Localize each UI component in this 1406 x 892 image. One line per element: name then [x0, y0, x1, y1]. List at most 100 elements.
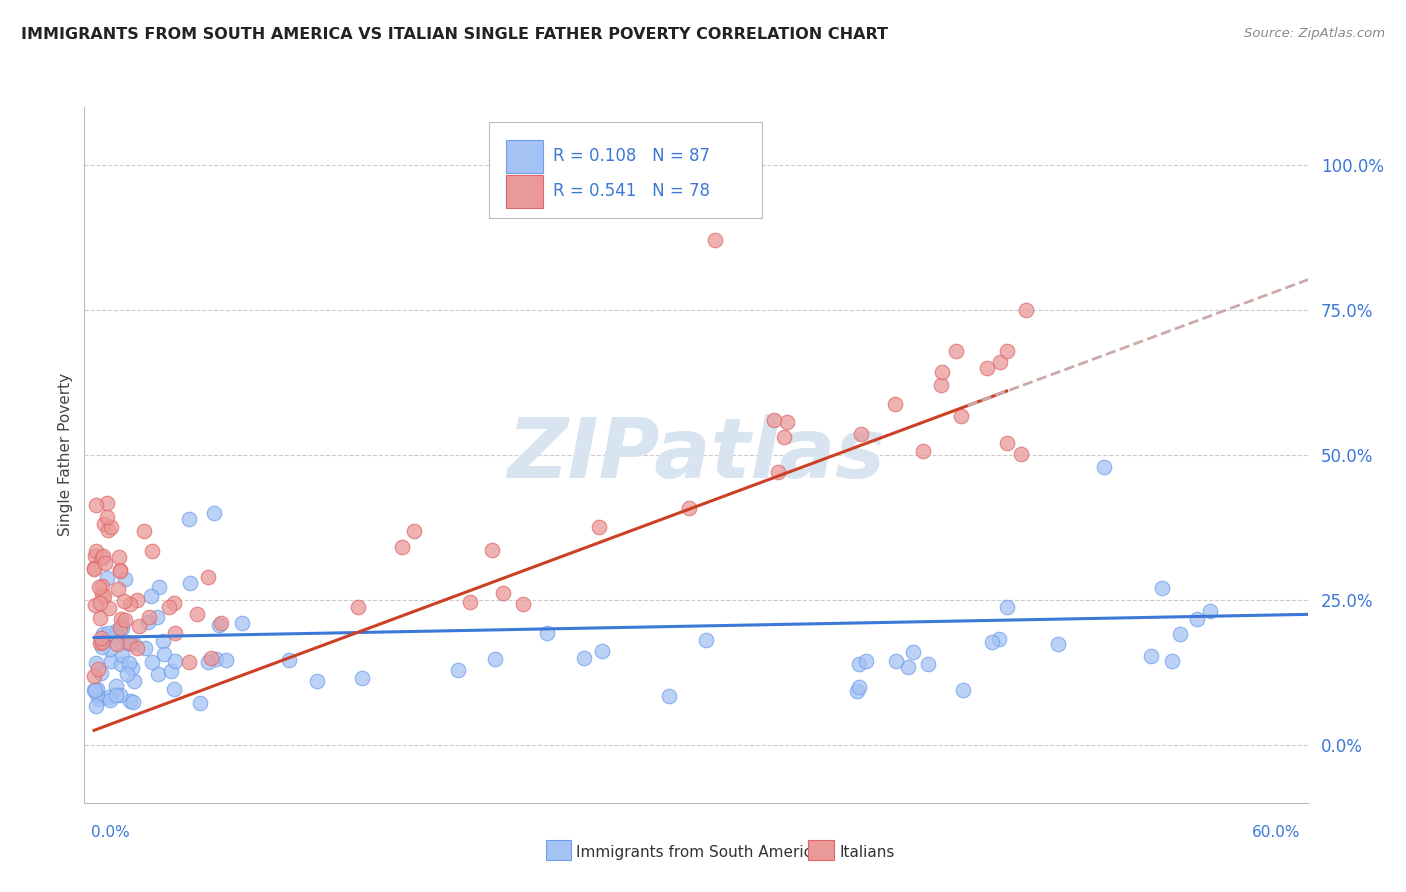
- Point: [1047, 638, 1070, 652]
- Point: [107, 549, 129, 564]
- Point: [96, 571, 118, 585]
- Point: [128, 618, 150, 632]
- Point: [100, 654, 122, 668]
- Point: [90, 587, 112, 601]
- Point: [87, 580, 110, 594]
- Point: [83, 561, 105, 575]
- Point: [1140, 649, 1163, 664]
- Point: [108, 621, 131, 635]
- Point: [120, 694, 142, 708]
- Point: [163, 681, 186, 696]
- Point: [90, 666, 112, 681]
- Point: [165, 654, 187, 668]
- Point: [848, 680, 870, 694]
- Point: [952, 683, 974, 698]
- Point: [96, 509, 118, 524]
- Point: [98, 641, 121, 656]
- Point: [94, 629, 117, 643]
- Point: [848, 657, 870, 671]
- Point: [146, 666, 169, 681]
- Point: [163, 626, 186, 640]
- Point: [97, 626, 120, 640]
- Point: [911, 444, 934, 458]
- Point: [90, 635, 112, 649]
- Point: [100, 519, 122, 533]
- Point: [84, 549, 107, 563]
- Point: [83, 669, 105, 683]
- Point: [995, 600, 1018, 615]
- Point: [104, 679, 127, 693]
- Point: [1161, 654, 1184, 668]
- Point: [97, 601, 120, 615]
- Point: [98, 692, 121, 706]
- FancyBboxPatch shape: [506, 140, 543, 173]
- Point: [141, 589, 163, 603]
- Point: [112, 593, 135, 607]
- Point: [1170, 626, 1192, 640]
- Point: [391, 540, 413, 554]
- Point: [114, 572, 136, 586]
- Point: [492, 586, 515, 600]
- Point: [86, 689, 108, 703]
- Point: [138, 610, 160, 624]
- Point: [157, 600, 180, 615]
- Point: [108, 563, 131, 577]
- Point: [536, 626, 558, 640]
- Point: [179, 575, 201, 590]
- Point: [447, 664, 470, 678]
- Point: [205, 651, 228, 665]
- Point: [1150, 582, 1173, 596]
- Point: [141, 544, 163, 558]
- Point: [855, 654, 877, 668]
- Point: [108, 564, 131, 578]
- Point: [197, 655, 219, 669]
- Point: [105, 624, 128, 638]
- Point: [163, 596, 186, 610]
- Point: [695, 632, 717, 647]
- Point: [897, 660, 920, 674]
- Point: [484, 652, 506, 666]
- Text: ZIPatlas: ZIPatlas: [508, 415, 884, 495]
- Text: R = 0.108   N = 87: R = 0.108 N = 87: [553, 147, 710, 165]
- Point: [588, 520, 610, 534]
- Point: [86, 698, 108, 713]
- Point: [160, 664, 183, 678]
- Point: [208, 617, 231, 632]
- Text: Italians: Italians: [839, 846, 894, 860]
- Point: [86, 544, 108, 558]
- Point: [995, 343, 1018, 358]
- Point: [950, 409, 973, 423]
- Point: [346, 600, 368, 615]
- Point: [773, 430, 796, 444]
- Point: [981, 635, 1004, 649]
- Point: [90, 640, 112, 654]
- Point: [1092, 459, 1115, 474]
- Point: [929, 377, 952, 392]
- Point: [572, 650, 595, 665]
- Point: [107, 582, 129, 596]
- Point: [84, 598, 107, 612]
- Point: [122, 637, 145, 651]
- Point: [209, 616, 232, 631]
- Point: [658, 689, 681, 703]
- Point: [988, 355, 1011, 369]
- Point: [931, 365, 953, 379]
- Point: [111, 621, 134, 635]
- Point: [152, 648, 174, 662]
- Point: [89, 611, 111, 625]
- Point: [91, 550, 114, 565]
- Point: [111, 648, 134, 662]
- Point: [84, 499, 107, 513]
- Text: R = 0.541   N = 78: R = 0.541 N = 78: [553, 182, 710, 200]
- Point: [458, 594, 481, 608]
- Point: [1015, 303, 1038, 318]
- Point: [945, 343, 967, 358]
- Y-axis label: Single Father Poverty: Single Father Poverty: [58, 374, 73, 536]
- Point: [177, 655, 200, 669]
- Point: [148, 580, 170, 594]
- Point: [1185, 612, 1208, 626]
- Point: [104, 627, 127, 641]
- Point: [903, 645, 925, 659]
- Point: [89, 636, 111, 650]
- Point: [93, 590, 115, 604]
